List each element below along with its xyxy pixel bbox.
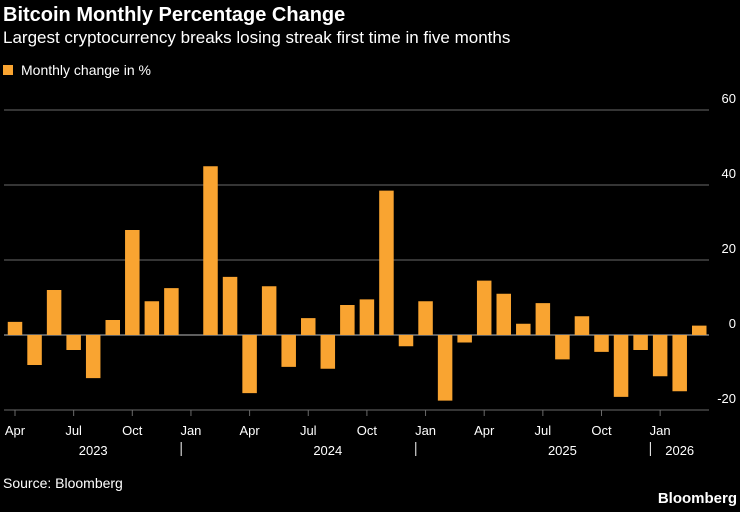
bar: [340, 305, 355, 335]
bar: [27, 335, 42, 365]
y-tick-label: 20: [722, 241, 736, 256]
y-tick-label: 40: [722, 166, 736, 181]
bar: [613, 335, 629, 397]
y-tick-label: -20: [717, 391, 736, 406]
year-label: 2026: [665, 443, 694, 458]
x-tick-label: Oct: [591, 423, 612, 438]
bar: [535, 303, 551, 335]
x-tick-label: Jan: [180, 423, 201, 438]
bar: [125, 230, 140, 335]
bar: [144, 301, 160, 335]
bar: [222, 276, 238, 335]
chart-title: Bitcoin Monthly Percentage Change: [3, 4, 346, 26]
bar: [516, 323, 531, 335]
x-tick-label: Jan: [415, 423, 436, 438]
bar: [555, 335, 570, 360]
y-tick-label: 0: [729, 316, 736, 331]
year-label: 2023: [79, 443, 108, 458]
bar: [281, 335, 296, 367]
bar: [594, 335, 609, 352]
bar: [261, 286, 277, 335]
bar: [164, 288, 179, 335]
source-note: Source: Bloomberg: [3, 475, 123, 491]
bar: [46, 290, 62, 335]
year-label: 2024: [313, 443, 342, 458]
legend-label: Monthly change in %: [21, 62, 151, 78]
bar: [398, 335, 414, 347]
year-label: 2025: [548, 443, 577, 458]
brand-logo: Bloomberg: [657, 490, 737, 507]
x-tick-label: Jul: [535, 423, 552, 438]
bar: [7, 321, 23, 335]
bar: [203, 166, 218, 335]
bar: [692, 325, 707, 335]
bar: [574, 316, 590, 335]
x-tick-label: Oct: [122, 423, 143, 438]
bar: [359, 299, 375, 335]
bar: [379, 190, 394, 335]
bar: [437, 335, 453, 401]
bar: [418, 301, 433, 335]
x-tick-label: Jul: [300, 423, 317, 438]
x-tick-label: Apr: [5, 423, 26, 438]
bar: [633, 335, 648, 350]
bar: [457, 335, 472, 343]
x-tick-label: Jul: [65, 423, 82, 438]
bar: [85, 335, 101, 379]
bar: [496, 293, 511, 335]
x-tick-label: Jan: [650, 423, 671, 438]
bar: [105, 320, 120, 335]
legend: Monthly change in %: [3, 61, 151, 79]
x-tick-label: Apr: [239, 423, 260, 438]
bar: [652, 335, 668, 377]
x-tick-label: Oct: [357, 423, 378, 438]
chart-subtitle: Largest cryptocurrency breaks losing str…: [3, 28, 511, 47]
legend-swatch: [3, 65, 13, 75]
bar: [320, 335, 336, 369]
bar: [66, 335, 81, 350]
x-tick-label: Apr: [474, 423, 495, 438]
bar: [301, 318, 316, 335]
y-tick-label: 60: [722, 91, 736, 106]
bar: [476, 280, 492, 335]
bar: [242, 335, 257, 394]
bar: [672, 335, 687, 392]
